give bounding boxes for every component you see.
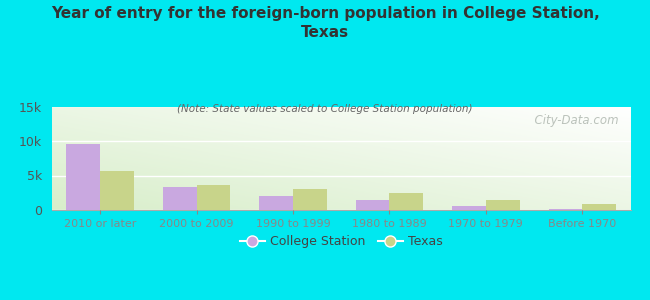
Bar: [259, 196, 293, 210]
Legend: College Station, Texas: College Station, Texas: [235, 230, 448, 254]
Bar: [582, 204, 616, 210]
Bar: [163, 187, 196, 210]
Bar: [100, 171, 134, 210]
Bar: [356, 200, 389, 210]
Bar: [389, 194, 423, 210]
Text: City-Data.com: City-Data.com: [527, 114, 619, 127]
Text: Year of entry for the foreign-born population in College Station,
Texas: Year of entry for the foreign-born popul…: [51, 6, 599, 40]
Bar: [486, 200, 519, 210]
Text: (Note: State values scaled to College Station population): (Note: State values scaled to College St…: [177, 103, 473, 113]
Bar: [452, 206, 486, 210]
Bar: [66, 144, 100, 210]
Bar: [196, 185, 230, 210]
Bar: [549, 208, 582, 210]
Bar: [293, 189, 327, 210]
